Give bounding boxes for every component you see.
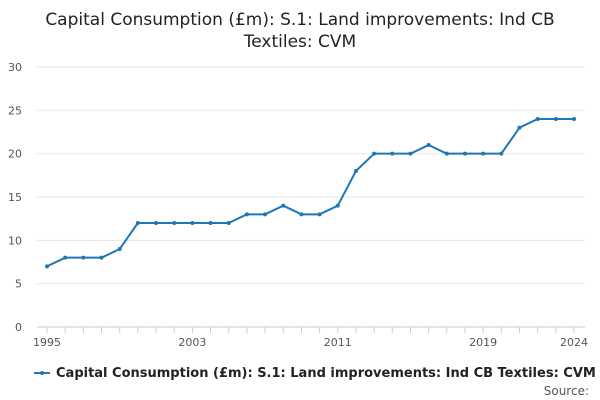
data-point bbox=[444, 151, 449, 156]
legend: Capital Consumption (£m): S.1: Land impr… bbox=[34, 366, 596, 381]
data-point bbox=[281, 203, 286, 208]
series-layer bbox=[45, 117, 576, 269]
data-point bbox=[462, 151, 467, 156]
y-tick-label: 20 bbox=[8, 148, 22, 161]
data-point bbox=[499, 151, 504, 156]
data-point bbox=[317, 212, 322, 217]
data-point bbox=[481, 151, 486, 156]
x-tick-label: 2003 bbox=[178, 336, 206, 349]
data-point bbox=[208, 221, 213, 225]
data-point bbox=[426, 143, 431, 147]
data-point bbox=[172, 221, 177, 225]
data-point bbox=[553, 117, 558, 121]
x-tick-label: 2011 bbox=[324, 336, 352, 349]
data-point bbox=[372, 151, 377, 156]
data-point bbox=[135, 221, 140, 225]
chart-title-line-1: Capital Consumption (£m): S.1: Land impr… bbox=[45, 10, 554, 30]
data-point bbox=[190, 221, 195, 225]
data-point bbox=[572, 117, 576, 121]
data-point bbox=[263, 212, 268, 217]
axes: 0 5 10 15 20 25 30 1995 2003 2011 2019 2024 bbox=[8, 61, 588, 349]
data-point bbox=[390, 151, 395, 156]
series-line bbox=[46, 118, 574, 268]
data-point bbox=[244, 212, 249, 217]
y-tick-label: 0 bbox=[15, 321, 22, 334]
y-tick-label: 15 bbox=[8, 191, 22, 204]
data-point bbox=[408, 151, 413, 156]
data-point bbox=[535, 117, 540, 121]
data-point bbox=[226, 221, 231, 225]
y-tick-label: 25 bbox=[8, 104, 22, 117]
x-tick-label: 1995 bbox=[33, 336, 61, 349]
x-tick-label: 2019 bbox=[469, 336, 497, 349]
legend-marker bbox=[40, 371, 44, 375]
data-point bbox=[99, 255, 104, 260]
chart-title-line-2: Textiles: CVM bbox=[243, 32, 356, 52]
data-point bbox=[63, 255, 68, 260]
data-point bbox=[81, 255, 86, 260]
data-point bbox=[353, 169, 358, 173]
data-point bbox=[117, 247, 122, 251]
x-tick-label: 2024 bbox=[560, 336, 588, 349]
data-point bbox=[517, 125, 522, 130]
y-tick-label: 5 bbox=[15, 278, 22, 291]
data-point bbox=[45, 264, 49, 269]
legend-label: Capital Consumption (£m): S.1: Land impr… bbox=[56, 366, 596, 381]
data-point bbox=[335, 203, 340, 208]
data-point bbox=[154, 221, 159, 225]
data-point bbox=[299, 212, 304, 217]
grid bbox=[37, 66, 585, 285]
y-tick-label: 10 bbox=[8, 234, 22, 247]
source-label: Source: bbox=[544, 384, 589, 398]
y-tick-label: 30 bbox=[8, 61, 22, 74]
